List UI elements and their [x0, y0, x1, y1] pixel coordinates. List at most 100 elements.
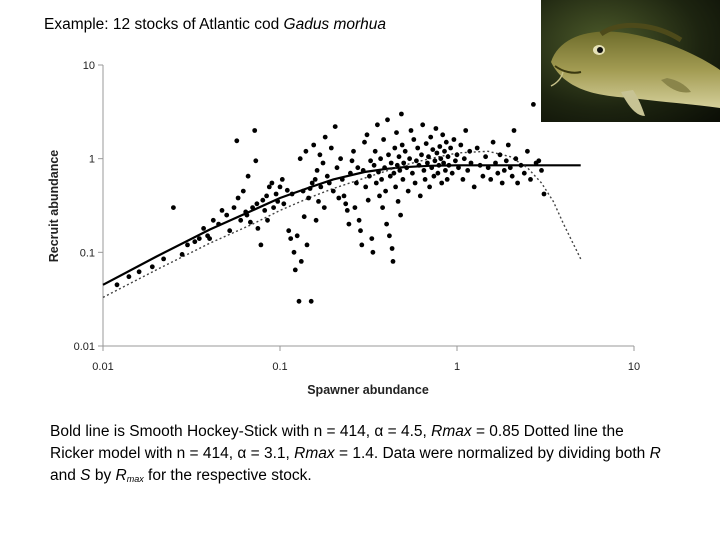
data-point	[405, 188, 411, 194]
data-point	[442, 148, 447, 154]
data-point	[434, 150, 440, 156]
data-point	[395, 199, 401, 204]
data-point	[348, 170, 353, 176]
data-point	[497, 152, 503, 158]
data-point	[294, 233, 300, 239]
data-point	[431, 173, 437, 179]
data-point	[372, 148, 378, 154]
data-point	[443, 139, 449, 145]
data-point	[488, 177, 494, 182]
data-point	[370, 249, 376, 255]
data-point	[171, 205, 176, 211]
caption-by: by	[90, 467, 116, 484]
data-point	[448, 145, 453, 151]
data-point	[308, 298, 314, 304]
data-point	[291, 249, 297, 255]
data-point	[392, 145, 398, 151]
data-point	[334, 165, 340, 171]
y-tick-label: 10	[83, 60, 95, 72]
data-point	[354, 180, 359, 186]
data-point	[410, 170, 415, 176]
data-point	[449, 170, 455, 176]
data-point	[367, 173, 372, 179]
data-point	[507, 165, 513, 171]
data-point	[407, 156, 412, 162]
data-point	[300, 188, 306, 194]
data-point	[451, 137, 457, 142]
data-point	[485, 165, 491, 171]
data-point	[311, 142, 317, 148]
data-point	[260, 197, 266, 203]
data-point	[301, 214, 307, 220]
y-tick-label: 0.01	[74, 341, 95, 353]
atlantic-cod-fish-photo	[541, 0, 720, 122]
data-point	[399, 111, 404, 117]
data-point	[269, 180, 275, 186]
data-point	[390, 259, 396, 264]
data-point	[444, 177, 450, 182]
data-point	[493, 160, 498, 166]
data-point	[252, 128, 258, 133]
data-point	[401, 160, 407, 166]
data-point	[284, 187, 290, 193]
data-point	[349, 158, 355, 164]
figure-caption: Bold line is Smooth Hockey-Stick with n …	[50, 421, 670, 490]
data-point	[355, 165, 361, 171]
data-point	[425, 160, 430, 166]
y-axis-label: Recruit abundance	[47, 150, 61, 263]
data-point	[377, 193, 382, 199]
y-tick-label: 0.1	[80, 247, 95, 259]
data-point	[338, 156, 343, 162]
data-point	[317, 152, 323, 158]
data-point	[382, 165, 387, 171]
data-point	[440, 132, 446, 138]
caption-and: and	[50, 467, 81, 484]
data-point	[386, 152, 391, 158]
data-point	[322, 134, 328, 140]
data-point	[336, 195, 342, 201]
data-point	[460, 177, 466, 182]
data-point	[417, 193, 423, 199]
data-point	[210, 217, 216, 223]
data-point	[192, 239, 198, 245]
data-point	[381, 137, 386, 142]
data-point	[437, 144, 443, 149]
data-point	[430, 147, 436, 153]
data-point	[365, 197, 371, 203]
data-point	[250, 205, 256, 211]
data-point	[286, 228, 292, 234]
data-point	[411, 137, 417, 142]
data-point	[330, 188, 336, 194]
title-prefix: Example: 12 stocks of Atlantic cod	[44, 16, 284, 33]
data-point	[396, 154, 402, 160]
caption-r: R	[649, 445, 661, 462]
data-point	[399, 142, 405, 148]
y-tick-label: 1	[89, 154, 95, 166]
data-point	[362, 139, 367, 145]
data-point	[541, 191, 547, 197]
data-point	[227, 228, 233, 234]
data-point	[271, 205, 276, 211]
data-point	[288, 236, 294, 242]
data-point	[185, 242, 190, 248]
data-point	[332, 124, 338, 129]
data-point	[304, 242, 310, 248]
data-point	[258, 242, 264, 248]
data-point	[422, 177, 428, 182]
data-point	[432, 158, 438, 164]
data-point	[408, 128, 414, 133]
data-point	[427, 184, 432, 190]
data-point	[477, 162, 483, 168]
slide-title: Example: 12 stocks of Atlantic cod Gadus…	[44, 16, 386, 34]
data-point	[326, 180, 332, 186]
caption-rmax-3-sub: max	[126, 474, 144, 484]
data-point	[421, 168, 427, 173]
data-point	[289, 191, 295, 197]
data-point	[387, 173, 393, 179]
data-point	[404, 165, 410, 171]
data-point	[275, 199, 281, 204]
data-point	[400, 177, 406, 182]
data-point	[388, 160, 394, 166]
data-point	[398, 212, 403, 218]
data-point	[458, 142, 464, 148]
